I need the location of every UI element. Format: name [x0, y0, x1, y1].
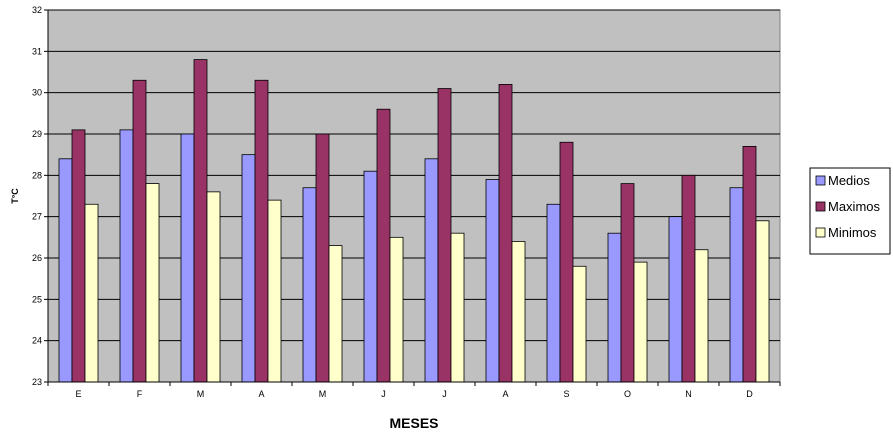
bar-minimos-11	[694, 249, 709, 383]
bar-medios-5	[302, 187, 317, 383]
bar-medios-8	[485, 179, 500, 383]
bar-minimos-2	[145, 183, 160, 383]
legend-label-maximos: Maximos	[828, 199, 881, 214]
bar-maximos-10	[620, 183, 635, 383]
y-tick-label-31: 31	[32, 46, 42, 56]
y-tick-labels: 23 24 25 26 27 28 29 30 31 32	[32, 5, 42, 387]
bars	[58, 59, 770, 383]
x-tick-label-12: D	[746, 389, 753, 399]
x-tick-label-4: A	[258, 389, 264, 399]
y-tick-label-30: 30	[32, 88, 42, 98]
x-tick-label-8: A	[502, 389, 508, 399]
bar-maximos-3	[193, 59, 208, 383]
bar-maximos-6	[376, 108, 391, 383]
x-tick-label-2: F	[137, 389, 143, 399]
bar-medios-6	[363, 170, 378, 383]
x-tick-label-7: J	[442, 389, 447, 399]
legend-swatch-minimos	[815, 227, 826, 238]
y-tick-label-26: 26	[32, 253, 42, 263]
bar-minimos-6	[389, 236, 404, 383]
x-tick-label-10: O	[624, 389, 631, 399]
y-tick-label-29: 29	[32, 129, 42, 139]
bar-maximos-1	[71, 129, 86, 383]
bar-medios-1	[58, 158, 73, 383]
bar-maximos-2	[132, 79, 147, 383]
bar-medios-11	[668, 216, 683, 383]
bar-maximos-4	[254, 79, 269, 383]
y-tick-label-28: 28	[32, 170, 42, 180]
axes	[44, 9, 781, 386]
y-tick-label-27: 27	[32, 212, 42, 222]
legend-swatch-medios	[815, 175, 826, 186]
x-tick-label-6: J	[381, 389, 386, 399]
bar-medios-9	[546, 203, 561, 383]
y-tick-label-24: 24	[32, 336, 42, 346]
x-axis-title: MESES	[389, 415, 438, 431]
y-tick-label-32: 32	[32, 5, 42, 15]
bar-medios-4	[241, 154, 256, 383]
bar-minimos-8	[511, 241, 526, 383]
legend-label-minimos: Minimos	[828, 225, 877, 240]
bar-minimos-3	[206, 191, 221, 383]
x-tick-label-1: E	[75, 389, 81, 399]
legend: Medios Maximos Minimos	[809, 167, 891, 255]
bar-medios-7	[424, 158, 439, 383]
bar-maximos-5	[315, 133, 330, 383]
bar-maximos-7	[437, 88, 452, 383]
bar-medios-3	[180, 133, 195, 383]
y-tick-label-25: 25	[32, 294, 42, 304]
x-tick-label-11: N	[685, 389, 692, 399]
bar-maximos-12	[742, 145, 757, 383]
bar-minimos-9	[572, 265, 587, 383]
y-axis-title: T°C	[10, 188, 20, 204]
bar-maximos-8	[498, 84, 513, 383]
bar-minimos-10	[633, 261, 648, 383]
bar-minimos-12	[755, 220, 770, 383]
bar-minimos-1	[84, 203, 99, 383]
gridlines	[48, 9, 780, 342]
x-tick-label-9: S	[563, 389, 569, 399]
x-tick-label-5: M	[319, 389, 327, 399]
bar-medios-12	[729, 187, 744, 383]
bar-minimos-4	[267, 199, 282, 383]
bar-medios-2	[119, 129, 134, 383]
bar-minimos-5	[328, 245, 343, 383]
bar-maximos-11	[681, 174, 696, 383]
legend-label-medios: Medios	[828, 173, 870, 188]
y-tick-label-23: 23	[32, 377, 42, 387]
bar-medios-10	[607, 232, 622, 383]
plot-area	[47, 9, 781, 383]
legend-swatch-maximos	[815, 201, 826, 212]
bar-maximos-9	[559, 141, 574, 383]
bar-minimos-7	[450, 232, 465, 383]
x-tick-label-3: M	[197, 389, 205, 399]
